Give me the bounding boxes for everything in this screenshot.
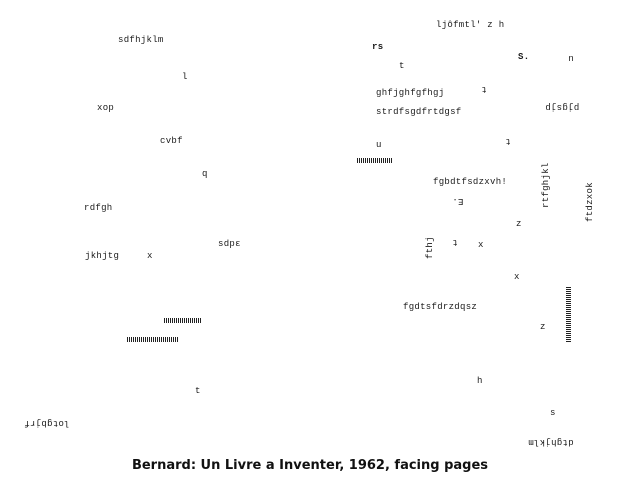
text-fragment: x <box>514 272 520 282</box>
typed-bar-mark <box>127 337 179 342</box>
typed-bar-mark <box>566 287 571 342</box>
text-fragment: ljôfmtl' z h <box>436 20 505 30</box>
upside-down-text-fragment: t <box>452 237 458 247</box>
text-fragment: ghfjghfgfhgj <box>376 88 445 98</box>
vertical-text-fragment: ftdzxok <box>585 182 595 222</box>
text-fragment: strdfsgdfrtdgsf <box>376 107 462 117</box>
upside-down-text-fragment: t <box>481 84 487 94</box>
text-fragment: fgdtsfdrzdqsz <box>403 302 478 312</box>
text-fragment: rdfgh <box>84 203 113 213</box>
upside-down-text-fragment: u <box>568 53 574 63</box>
text-fragment: q <box>202 169 208 179</box>
text-fragment: x <box>478 240 484 250</box>
typed-bar-mark <box>357 158 393 163</box>
text-fragment: u <box>376 140 382 150</box>
upside-down-text-fragment: E. <box>452 196 464 206</box>
upside-down-text-fragment: lotgbjrf <box>24 418 70 428</box>
text-fragment: jkhjtg <box>85 251 120 261</box>
text-fragment: S. <box>518 52 530 62</box>
upside-down-text-fragment: pjgsjp <box>545 102 580 112</box>
caption: Bernard: Un Livre a Inventer, 1962, faci… <box>131 458 489 473</box>
text-fragment: sdpɛ <box>218 239 241 249</box>
text-fragment: cvbf <box>160 136 183 146</box>
text-fragment: h <box>477 376 483 386</box>
text-fragment: sdfhjklm <box>118 35 164 45</box>
text-fragment: s <box>550 408 556 418</box>
text-fragment: z <box>540 322 546 332</box>
text-fragment: l <box>182 72 188 82</box>
text-fragment: z <box>516 219 522 229</box>
upside-down-text-fragment: t <box>505 136 511 146</box>
text-fragment: t <box>195 386 201 396</box>
upside-down-text-fragment: dtghjklm <box>528 437 574 447</box>
text-fragment: xop <box>97 103 115 113</box>
vertical-text-fragment: fthj <box>425 236 435 259</box>
text-fragment: fgbdtfsdzxvh! <box>433 177 508 187</box>
vertical-text-fragment: rtfghjkl <box>541 162 551 208</box>
text-fragment: x <box>147 251 153 261</box>
text-fragment: rs <box>372 42 384 52</box>
typed-bar-mark <box>164 318 201 323</box>
text-fragment: t <box>399 61 405 71</box>
